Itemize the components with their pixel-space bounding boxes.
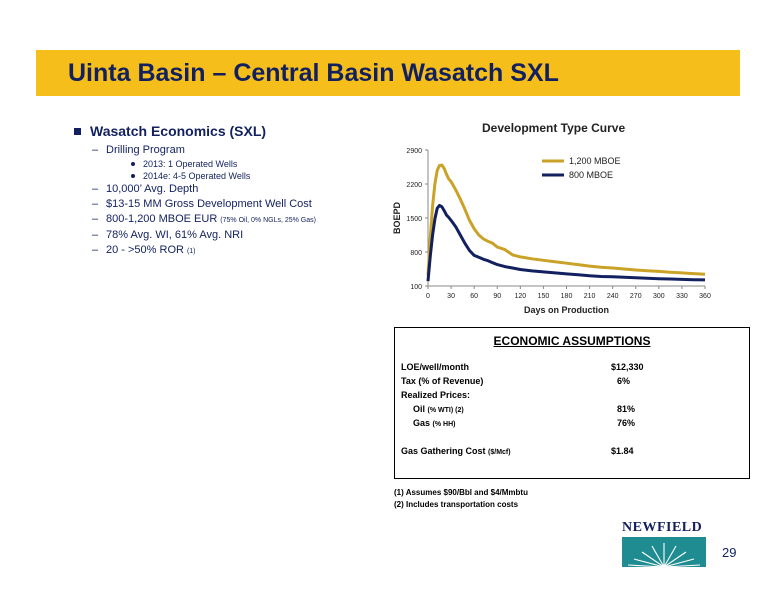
chart-title: Development Type Curve	[482, 121, 626, 135]
gathering-label-text: Gas Gathering Cost	[401, 446, 486, 456]
tax-label: Tax (% of Revenue)	[401, 376, 484, 386]
page-number: 29	[722, 545, 737, 560]
footnote-1: (1) Assumes $90/Bbl and $4/Mmbtu	[394, 488, 528, 497]
gathering-label: Gas Gathering Cost ($/Mcf)	[401, 446, 511, 456]
loe-value: $12,330	[611, 362, 644, 372]
bullet-square-icon	[74, 127, 81, 135]
newfield-logo: NEWFIELD	[622, 520, 708, 572]
gas-note: (% HH)	[432, 421, 456, 428]
dash-icon: –	[92, 244, 99, 256]
bullet-list: Wasatch Economics (SXL) – Drilling Progr…	[74, 123, 384, 259]
bullet-item-text: 800-1,200 MBOE EUR	[106, 213, 218, 225]
x-tick-label: 240	[607, 293, 619, 300]
x-tick-label: 270	[630, 293, 642, 300]
bullet-item-text: Drilling Program	[106, 144, 185, 156]
x-tick-label: 90	[493, 293, 501, 300]
gas-label: Gas (% HH)	[413, 418, 455, 428]
dot-icon	[131, 174, 135, 178]
legend-label-1: 1,200 MBOE	[569, 156, 621, 166]
bullet-main-text: Wasatch Economics (SXL)	[90, 123, 267, 139]
x-tick-label: 210	[584, 293, 596, 300]
series-line-1	[426, 163, 706, 276]
bullet-item: – 800-1,200 MBOE EUR (75% Oil, 0% NGLs, …	[92, 212, 384, 228]
y-tick-label: 2900	[406, 148, 422, 155]
realized-prices-label: Realized Prices:	[401, 390, 471, 400]
bullet-item: – $13-15 MM Gross Development Well Cost	[92, 197, 384, 212]
footnote-2: (2) Includes transportation costs	[394, 500, 519, 509]
y-tick-label: 800	[410, 250, 422, 257]
slide-title: Uinta Basin – Central Basin Wasatch SXL	[68, 59, 559, 87]
gathering-value: $1.84	[611, 446, 634, 456]
dot-icon	[131, 162, 135, 166]
x-tick-label: 300	[653, 293, 665, 300]
gas-label-text: Gas	[413, 418, 431, 428]
bullet-main: Wasatch Economics (SXL)	[74, 123, 384, 139]
bullet-item-text: 10,000’ Avg. Depth	[106, 183, 199, 195]
sunburst-icon	[622, 537, 706, 568]
dash-icon: –	[92, 229, 99, 241]
oil-label: Oil (% WTI) (2)	[413, 404, 464, 414]
bullet-item-note: (75% Oil, 0% NGLs, 25% Gas)	[220, 217, 316, 224]
bullet-item: – 10,000’ Avg. Depth	[92, 182, 384, 197]
legend-label-2: 800 MBOE	[569, 170, 613, 180]
sub-bullet: 2014e: 4-5 Operated Wells	[131, 170, 384, 182]
bullet-item: – 20 - >50% ROR (1)	[92, 243, 384, 259]
x-tick-label: 180	[561, 293, 573, 300]
x-tick-label: 120	[514, 293, 526, 300]
type-curve-chart: 100 800 1500 2200 2900 0 30 60 90 120 150 180 210 240…	[392, 148, 711, 315]
x-tick-label: 330	[676, 293, 688, 300]
oil-note: (% WTI) (2)	[427, 407, 464, 414]
loe-label: LOE/well/month	[401, 362, 470, 372]
x-tick-label: 30	[447, 293, 455, 300]
gas-value: 76%	[617, 418, 636, 428]
econ-title: ECONOMIC ASSUMPTIONS	[493, 334, 651, 348]
y-tick-label: 2200	[406, 182, 422, 189]
dash-icon: –	[92, 198, 99, 210]
bullet-item: – Drilling Program	[92, 143, 384, 158]
x-tick-label: 360	[699, 293, 711, 300]
x-tick-label: 0	[426, 293, 430, 300]
x-tick-label: 60	[470, 293, 478, 300]
dash-icon: –	[92, 144, 99, 156]
y-axis-title: BOEPD	[392, 202, 402, 235]
sub-bullet-text: 2013: 1 Operated Wells	[143, 159, 238, 169]
y-tick-label: 1500	[406, 216, 422, 223]
sub-bullet-text: 2014e: 4-5 Operated Wells	[143, 171, 251, 181]
dash-icon: –	[92, 213, 99, 225]
oil-value: 81%	[617, 404, 636, 414]
sub-bullet: 2013: 1 Operated Wells	[131, 158, 384, 170]
dash-icon: –	[92, 183, 99, 195]
bullet-item: – 78% Avg. WI, 61% Avg. NRI	[92, 228, 384, 243]
bullet-item-text: 78% Avg. WI, 61% Avg. NRI	[106, 229, 244, 241]
series-line-2	[426, 203, 706, 282]
bullet-item-text: $13-15 MM Gross Development Well Cost	[106, 198, 312, 210]
tax-value: 6%	[617, 376, 631, 386]
economic-assumptions-box: ECONOMIC ASSUMPTIONS LOE/well/month $12,…	[394, 327, 750, 479]
title-bar: Uinta Basin – Central Basin Wasatch SXL	[36, 50, 740, 96]
oil-label-text: Oil	[413, 404, 426, 414]
gathering-note: ($/Mcf)	[488, 449, 511, 456]
bullet-item-text: 20 - >50% ROR	[106, 244, 184, 256]
logo-text: NEWFIELD	[622, 520, 703, 535]
bullet-item-note: (1)	[186, 248, 196, 255]
x-axis-title: Days on Production	[524, 305, 609, 315]
x-tick-label: 150	[538, 293, 550, 300]
y-tick-label: 100	[410, 284, 422, 291]
